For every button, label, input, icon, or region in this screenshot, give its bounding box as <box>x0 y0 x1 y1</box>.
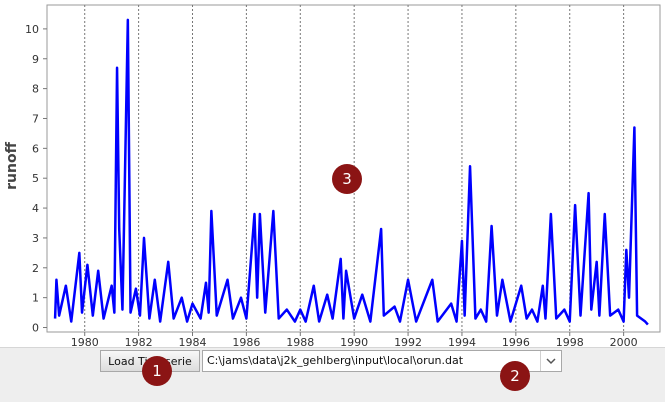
arrow-icon <box>546 358 556 365</box>
y-tick-label: 3 <box>32 232 39 245</box>
y-tick-label: 1 <box>32 292 39 305</box>
chart: time runoff 1980198219841986198819901992… <box>4 4 661 347</box>
x-tick-label: 1982 <box>125 336 153 347</box>
runoff-line <box>53 18 649 326</box>
x-tick-label: 1994 <box>448 336 476 347</box>
y-tick-label: 8 <box>32 83 39 96</box>
x-tick-label: 1986 <box>232 336 260 347</box>
y-tick-label: 7 <box>32 112 39 125</box>
x-tick-label: 2000 <box>610 336 638 347</box>
y-tick-label: 4 <box>32 202 39 215</box>
file-combobox[interactable]: C:\jams\data\j2k_gehlberg\input\local\or… <box>202 350 562 372</box>
toolbar: Load Timeserie C:\jams\data\j2k_gehlberg… <box>0 347 665 402</box>
x-tick-label: 1984 <box>179 336 207 347</box>
y-tick-label: 0 <box>32 322 39 335</box>
y-tick-label: 6 <box>32 142 39 155</box>
combo-arrow[interactable] <box>540 351 561 371</box>
x-tick-label: 1990 <box>340 336 368 347</box>
x-tick-label: 1980 <box>71 336 99 347</box>
file-path: C:\jams\data\j2k_gehlberg\input\local\or… <box>207 354 464 367</box>
badge: 1 <box>142 356 172 386</box>
x-tick-label: 1992 <box>394 336 422 347</box>
x-tick-label: 1998 <box>556 336 584 347</box>
y-tick-label: 9 <box>32 53 39 66</box>
y-tick-label: 10 <box>25 23 39 36</box>
y-axis-label: runoff <box>4 141 20 189</box>
badge: 2 <box>500 361 530 391</box>
x-tick-label: 1996 <box>502 336 530 347</box>
y-tick-label: 2 <box>32 262 39 275</box>
badge: 3 <box>332 164 362 194</box>
x-tick-label: 1988 <box>286 336 314 347</box>
y-tick-label: 5 <box>32 172 39 185</box>
